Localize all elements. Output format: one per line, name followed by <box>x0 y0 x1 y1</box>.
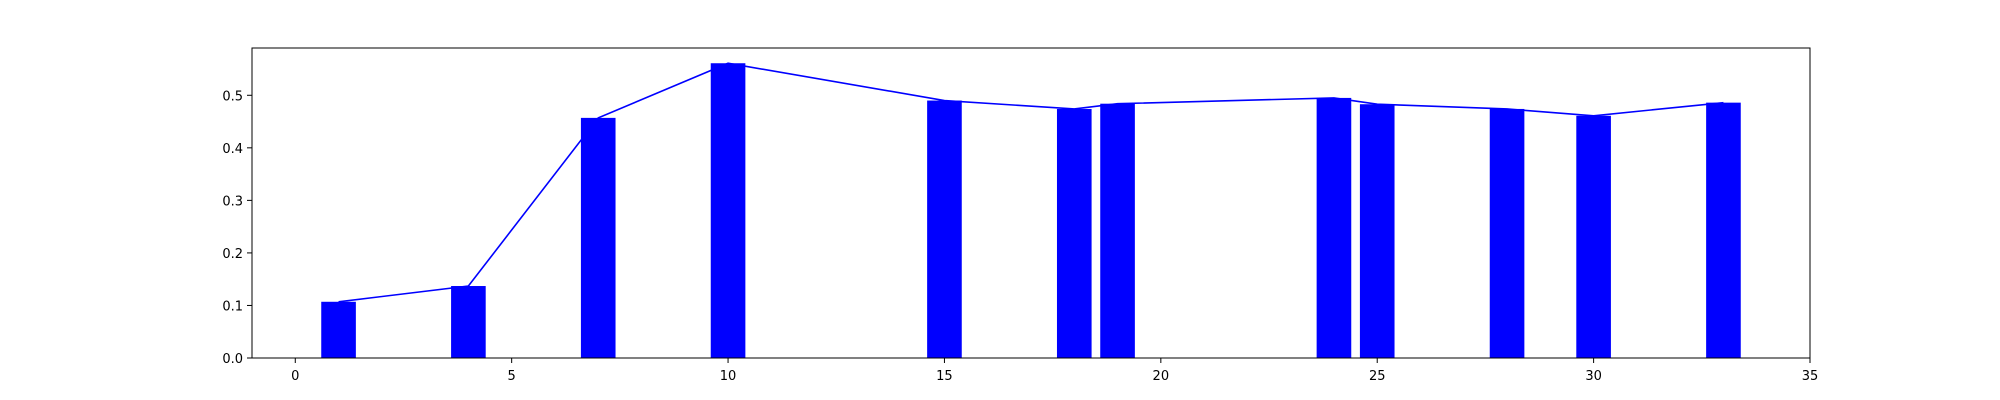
y-tick-label-3: 0.3 <box>222 194 243 209</box>
bar-25 <box>1359 104 1395 358</box>
bar-24 <box>1316 97 1352 358</box>
series-line <box>338 62 1724 303</box>
bar-19 <box>1100 103 1135 358</box>
x-tick-label-5: 5 <box>508 369 516 384</box>
y-tick-label-4: 0.4 <box>222 142 243 157</box>
x-tick-label-20: 20 <box>1153 369 1170 384</box>
bar-28 <box>1489 108 1525 358</box>
y-tick-label-1: 0.1 <box>222 299 243 314</box>
bar-7 <box>580 117 616 359</box>
bar-1 <box>321 301 356 358</box>
y-tick-label-5: 0.5 <box>222 89 243 104</box>
bar-15 <box>927 100 962 359</box>
bar-33 <box>1706 102 1741 358</box>
x-tick-label-15: 15 <box>936 369 953 384</box>
bar-18 <box>1056 108 1092 358</box>
bar-group <box>321 63 1741 359</box>
y-axis: 0.0 0.1 0.2 0.3 0.4 0.5 <box>222 89 252 367</box>
plot-frame <box>251 47 1811 359</box>
x-tick-label-30: 30 <box>1585 369 1602 384</box>
x-tick-label-25: 25 <box>1369 369 1386 384</box>
bar-4 <box>451 286 486 358</box>
x-tick-label-10: 10 <box>720 369 737 384</box>
bar-10 <box>710 63 746 358</box>
y-tick-label-0: 0.0 <box>222 352 243 367</box>
bar-30 <box>1576 115 1611 358</box>
x-tick-label-0: 0 <box>291 369 299 384</box>
x-tick-label-35: 35 <box>1802 369 1819 384</box>
x-axis: 0 5 10 15 20 25 30 35 <box>291 358 1818 384</box>
y-tick-label-2: 0.2 <box>222 247 243 262</box>
